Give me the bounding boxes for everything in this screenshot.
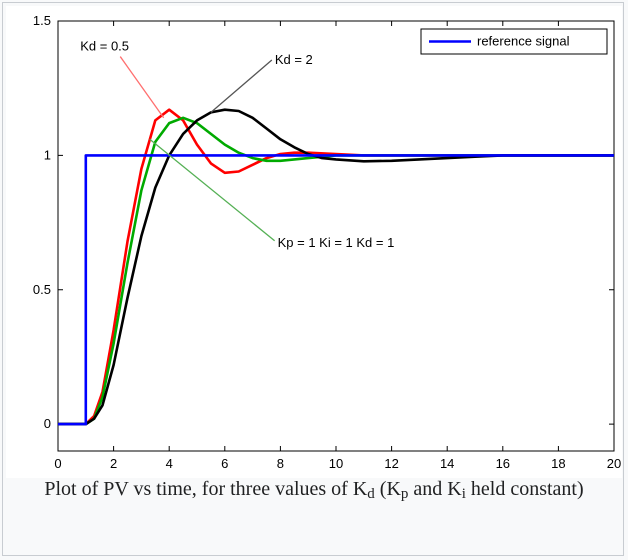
legend: reference signal (420, 28, 608, 55)
x-tick-label: 18 (551, 456, 565, 471)
y-tick-label: 0 (44, 416, 51, 431)
y-tick-label: 1.5 (33, 13, 51, 28)
chart-area: 0 2 4 6 8 10 12 14 16 18 20 0 0.5 1 1.5 Kd = 0.5 Kd = 2… (6, 6, 622, 478)
caption-mid1: (K (374, 478, 401, 500)
annotation-label-0: Kd = 0.5 (80, 39, 129, 54)
series-line-3 (58, 108, 614, 426)
annotation-arrow-1 (210, 59, 273, 113)
x-tick-label: 12 (384, 456, 398, 471)
x-tick-label: 8 (277, 456, 284, 471)
series-line-0 (58, 154, 614, 426)
annotation-label-1: Kd = 2 (275, 52, 313, 67)
x-tick-label: 16 (496, 456, 510, 471)
caption-sub-i: i (461, 486, 466, 502)
figure-caption: Plot of PV vs time, for three values of … (7, 477, 621, 502)
pid-response-chart: 0 2 4 6 8 10 12 14 16 18 20 0 0.5 1 1.5 Kd = 0.5 Kd = 2… (33, 13, 621, 471)
y-tick-label: 0.5 (33, 282, 51, 297)
axis-ticks: 0 2 4 6 8 10 12 14 16 18 20 0 0.5 1 1.5 (33, 13, 621, 471)
x-tick-label: 0 (54, 456, 61, 471)
annotation-label-2: Kp = 1 Ki = 1 Kd = 1 (278, 235, 395, 250)
axes-box (57, 20, 615, 452)
annotations: Kd = 0.5 Kd = 2 Kp = 1 Ki = 1 Kd = 1 (80, 39, 394, 250)
x-tick-label: 10 (329, 456, 343, 471)
y-tick-label: 1 (44, 147, 51, 162)
x-tick-label: 14 (440, 456, 454, 471)
caption-sub-d: d (367, 486, 375, 502)
x-tick-label: 6 (221, 456, 228, 471)
caption-suffix: held constant) (465, 478, 584, 500)
caption-mid2: and K (408, 478, 462, 500)
legend-entry: reference signal (477, 34, 570, 49)
annotation-arrow-0 (119, 56, 165, 119)
x-tick-label: 4 (166, 456, 173, 471)
annotation-arrow-2 (149, 138, 276, 242)
x-tick-label: 2 (110, 456, 117, 471)
caption-prefix: Plot of PV vs time, for three values of … (44, 478, 368, 500)
series-lines (58, 108, 614, 426)
x-tick-label: 20 (607, 456, 621, 471)
caption-sub-p: p (400, 486, 409, 502)
figure-frame: 0 2 4 6 8 10 12 14 16 18 20 0 0.5 1 1.5 Kd = 0.5 Kd = 2… (2, 2, 624, 556)
